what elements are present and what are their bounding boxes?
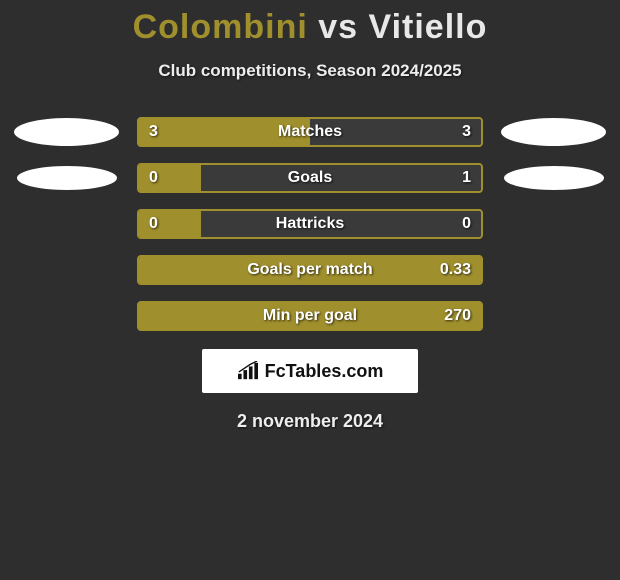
left-marker-slot [14,164,119,192]
subtitle: Club competitions, Season 2024/2025 [0,61,620,81]
player1-marker [17,166,117,190]
stat-bar: Goals per match 0.33 [137,255,483,285]
stat-label: Matches [278,123,342,141]
stat-rows: 3 Matches 3 0 Goals 1 0 Hattricks 0 Goals per mat… [0,117,620,331]
stat-label: Goals per match [247,261,372,279]
player1-marker [14,118,119,146]
vs-text: vs [318,8,358,46]
stat-row: Goals per match 0.33 [0,255,620,285]
stat-bar: Min per goal 270 [137,301,483,331]
stat-label: Hattricks [276,215,344,233]
page-title: Colombini vs Vitiello [0,8,620,47]
left-marker-slot [14,210,119,238]
date-label: 2 november 2024 [0,411,620,432]
left-marker-slot [14,256,119,284]
player2-marker [501,118,606,146]
stat-left-value: 0 [149,169,158,187]
stat-right-value: 3 [462,123,471,141]
stat-row: Min per goal 270 [0,301,620,331]
comparison-card: Colombini vs Vitiello Club competitions,… [0,0,620,432]
stat-left-value: 0 [149,215,158,233]
stat-bar: 0 Hattricks 0 [137,209,483,239]
player1-name: Colombini [133,8,308,46]
stat-label: Goals [288,169,332,187]
right-marker-slot [501,118,606,146]
right-marker-slot [501,164,606,192]
stat-row: 0 Goals 1 [0,163,620,193]
stat-bar: 3 Matches 3 [137,117,483,147]
stat-row: 0 Hattricks 0 [0,209,620,239]
site-logo[interactable]: FcTables.com [202,349,418,393]
stat-right-value: 1 [462,169,471,187]
stat-right-value: 270 [444,307,471,325]
right-marker-slot [501,210,606,238]
logo-text: FcTables.com [265,361,384,382]
stat-right-value: 0 [462,215,471,233]
stat-label: Min per goal [263,307,357,325]
stat-right-value: 0.33 [440,261,471,279]
stat-bar: 0 Goals 1 [137,163,483,193]
left-marker-slot [14,302,119,330]
right-marker-slot [501,302,606,330]
bar-chart-icon [237,361,259,381]
stat-row: 3 Matches 3 [0,117,620,147]
left-marker-slot [14,118,119,146]
right-marker-slot [501,256,606,284]
player2-marker [504,166,604,190]
stat-left-value: 3 [149,123,158,141]
player2-name: Vitiello [369,8,488,46]
